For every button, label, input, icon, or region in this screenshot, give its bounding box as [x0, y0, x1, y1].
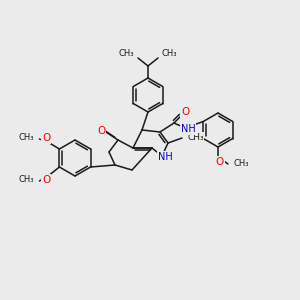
- Text: CH₃: CH₃: [187, 133, 204, 142]
- Text: O: O: [216, 157, 224, 167]
- Text: CH₃: CH₃: [234, 158, 250, 167]
- Text: O: O: [97, 126, 105, 136]
- Text: CH₃: CH₃: [19, 176, 34, 184]
- Text: O: O: [181, 107, 189, 117]
- Text: CH₃: CH₃: [118, 50, 134, 58]
- Text: O: O: [42, 133, 50, 143]
- Text: NH: NH: [181, 124, 195, 134]
- Text: CH₃: CH₃: [19, 134, 34, 142]
- Text: NH: NH: [158, 152, 172, 162]
- Text: CH₃: CH₃: [162, 50, 178, 58]
- Text: O: O: [42, 175, 50, 185]
